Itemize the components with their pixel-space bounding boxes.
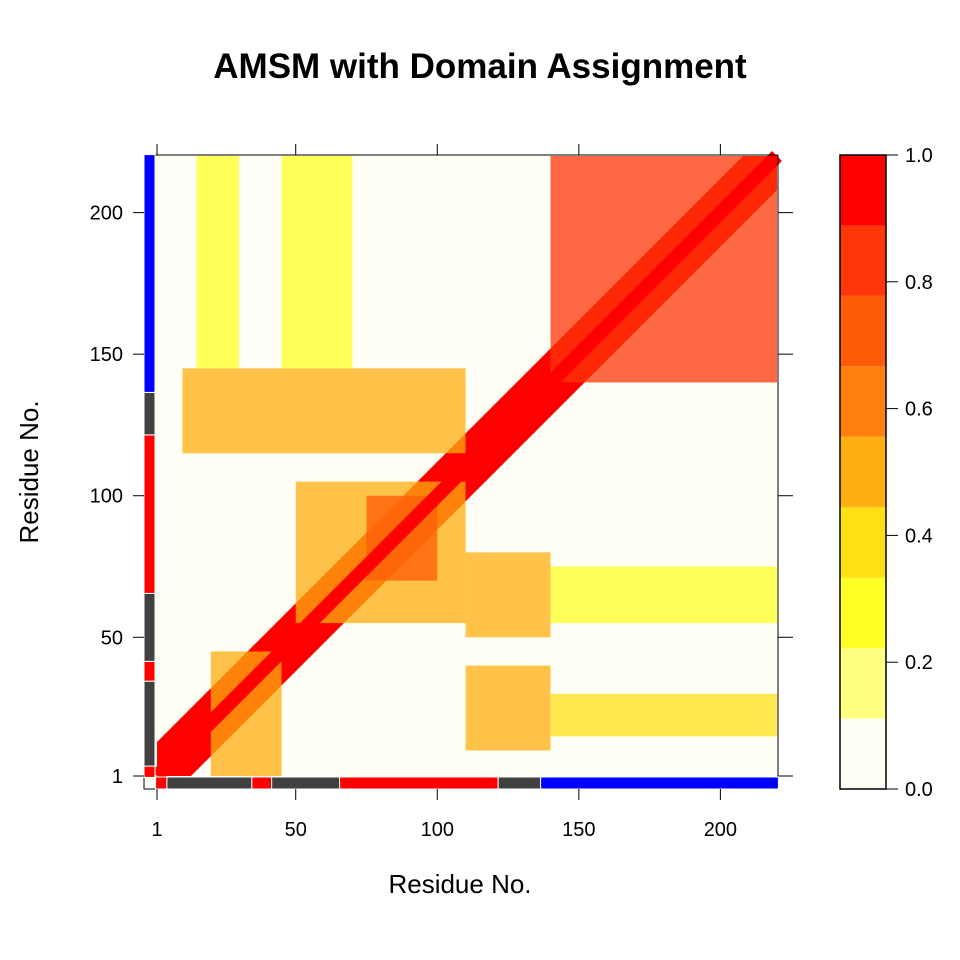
domain-segment-left bbox=[143, 154, 156, 393]
domain-segment-bottom bbox=[540, 776, 779, 790]
colorbar-level bbox=[840, 295, 886, 367]
domain-segment-bottom bbox=[339, 776, 499, 790]
heatmap-cell-block bbox=[550, 566, 777, 624]
heatmap-cell-block bbox=[465, 552, 551, 638]
colorbar-level bbox=[840, 436, 886, 508]
colorbar-levels bbox=[840, 155, 886, 789]
y-tick-label: 1 bbox=[112, 766, 123, 788]
colorbar-tick-label: 1.0 bbox=[905, 145, 933, 167]
colorbar-level bbox=[840, 366, 886, 437]
x-tick-label: 150 bbox=[562, 819, 595, 841]
domain-segment-left bbox=[143, 592, 156, 662]
x-axis-label: Residue No. bbox=[388, 869, 531, 899]
colorbar-tick-label: 0.6 bbox=[905, 399, 933, 421]
colorbar-tick-label: 0.8 bbox=[905, 272, 933, 294]
x-tick-label: 50 bbox=[285, 819, 307, 841]
domain-bar-left bbox=[143, 154, 156, 778]
y-tick-label: 50 bbox=[101, 627, 123, 649]
x-tick-label: 200 bbox=[704, 819, 737, 841]
x-axis-ticks: 1 50 100 150 200 bbox=[151, 144, 737, 841]
domain-segment-left bbox=[143, 391, 156, 436]
y-tick-label: 100 bbox=[90, 486, 123, 508]
x-tick-label: 1 bbox=[151, 819, 162, 841]
colorbar-level bbox=[840, 718, 886, 789]
y-axis-label: Residue No. bbox=[14, 400, 44, 543]
heatmap-cells bbox=[144, 151, 782, 789]
domain-segment-left bbox=[143, 434, 156, 594]
colorbar-level bbox=[840, 648, 886, 719]
colorbar-tick-label: 0.0 bbox=[905, 779, 933, 801]
colorbar-border bbox=[839, 154, 887, 790]
heatmap-cell-block bbox=[465, 665, 551, 751]
y-tick-label: 200 bbox=[90, 203, 123, 225]
domain-segment-bottom bbox=[155, 776, 168, 790]
colorbar-level bbox=[840, 507, 886, 578]
heatmap-cell-block bbox=[550, 693, 777, 737]
heatmap-cell-block bbox=[182, 368, 466, 454]
heatmap-cell-block bbox=[196, 156, 240, 369]
heatmap-cell-block bbox=[281, 156, 353, 369]
domain-segment-bottom bbox=[251, 776, 273, 790]
colorbar: 0.0 0.2 0.4 0.6 0.8 1.0 bbox=[839, 145, 933, 801]
colorbar-ticks: 0.0 0.2 0.4 0.6 0.8 1.0 bbox=[886, 145, 933, 801]
colorbar-level bbox=[840, 225, 886, 296]
domain-bar-bottom bbox=[155, 776, 779, 790]
domain-segment-bottom bbox=[271, 776, 341, 790]
domain-segment-bottom bbox=[497, 776, 542, 790]
colorbar-tick-label: 0.4 bbox=[905, 525, 933, 547]
heatmap-plot bbox=[143, 151, 782, 790]
colorbar-tick-label: 0.2 bbox=[905, 652, 933, 674]
colorbar-level bbox=[840, 577, 886, 649]
x-tick-label: 100 bbox=[421, 819, 454, 841]
domain-segment-bottom bbox=[166, 776, 253, 790]
domain-segment-left bbox=[143, 680, 156, 767]
chart-title: AMSM with Domain Assignment bbox=[213, 47, 747, 86]
y-tick-label: 150 bbox=[90, 344, 123, 366]
colorbar-level bbox=[840, 155, 886, 226]
domain-segment-left bbox=[143, 660, 156, 682]
domain-segment-left bbox=[143, 765, 156, 778]
heatmap-diagonal bbox=[152, 151, 782, 781]
